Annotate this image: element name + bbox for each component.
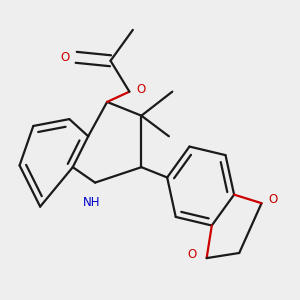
- Text: O: O: [60, 51, 69, 64]
- Text: O: O: [268, 193, 278, 206]
- Text: NH: NH: [83, 196, 101, 209]
- Text: O: O: [136, 83, 146, 96]
- Text: O: O: [187, 248, 196, 261]
